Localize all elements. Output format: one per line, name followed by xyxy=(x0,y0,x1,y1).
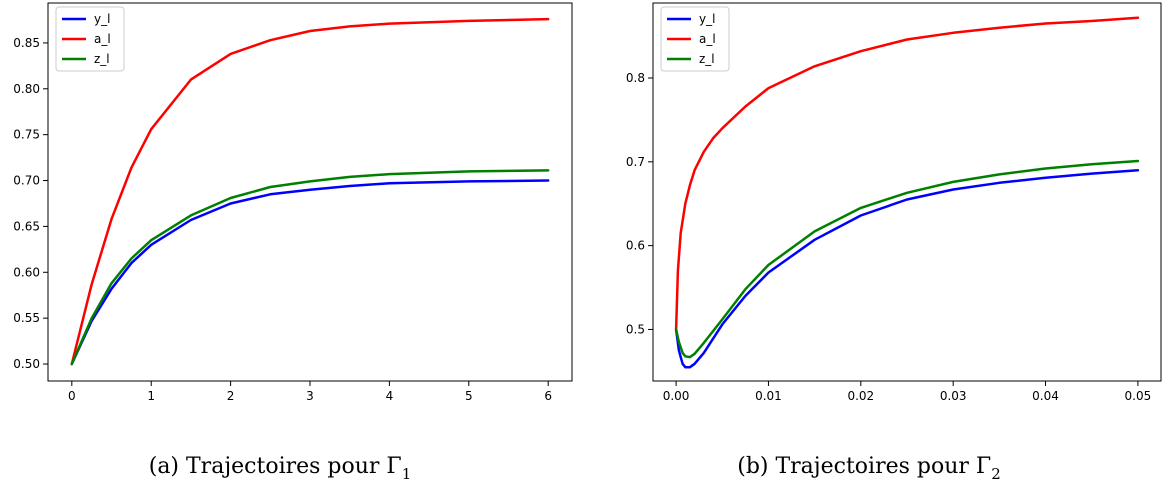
x-tick-label-a: 4 xyxy=(386,389,394,403)
series-line-a-l-b xyxy=(674,16,1140,331)
legend-label-y-l-b: y_l xyxy=(699,12,715,26)
legend-b: y_l a_l z_l xyxy=(660,6,730,72)
legend-label-y-l-a: y_l xyxy=(94,12,110,26)
caption-b-text: (b) Trajectoires pour Γ xyxy=(737,454,991,479)
series-line-z-l-a xyxy=(70,169,550,366)
x-tick-label-b: 0.00 xyxy=(663,389,690,403)
y-tick-label-b: 0.8 xyxy=(626,71,645,85)
series-line-y-l-b xyxy=(674,168,1140,369)
plot-frame-a xyxy=(47,2,573,382)
x-tick-label-a: 2 xyxy=(227,389,235,403)
x-tick-label-a: 6 xyxy=(544,389,552,403)
legend-label-z-l-b: z_l xyxy=(699,52,715,66)
y-tick-label-b: 0.7 xyxy=(626,155,645,169)
caption-a-text: (a) Trajectoires pour Γ xyxy=(149,454,402,479)
x-tick-label-a: 1 xyxy=(147,389,155,403)
y-tick-label-a: 0.85 xyxy=(13,36,40,50)
y-tick-label-a: 0.80 xyxy=(13,82,40,96)
y-tick-label-a: 0.75 xyxy=(13,128,40,142)
caption-b: (b) Trajectoires pour Γ2 xyxy=(737,454,1000,483)
y-tick-label-a: 0.55 xyxy=(13,311,40,325)
caption-b-subscript: 2 xyxy=(991,465,1001,483)
legend-label-z-l-a: z_l xyxy=(94,52,110,66)
legend-a: y_l a_l z_l xyxy=(55,6,125,72)
y-tick-label-a: 0.50 xyxy=(13,357,40,371)
x-tick-label-b: 0.01 xyxy=(755,389,782,403)
legend-label-a-l-a: a_l xyxy=(94,32,111,46)
chart-a: 0 1 2 3 4 5 6 0.50 0.55 0.60 0.65 0.70 0.75 0.80 0.85 y… xyxy=(13,2,573,403)
legend-box-b xyxy=(660,6,730,72)
y-tick-label-a: 0.70 xyxy=(13,174,40,188)
x-tick-label-b: 0.02 xyxy=(847,389,874,403)
x-tick-label-b: 0.03 xyxy=(940,389,967,403)
caption-a: (a) Trajectoires pour Γ1 xyxy=(149,454,412,483)
x-tick-label-b: 0.05 xyxy=(1125,389,1152,403)
caption-a-subscript: 1 xyxy=(402,465,412,483)
x-tick-label-a: 0 xyxy=(68,389,76,403)
y-tick-label-a: 0.65 xyxy=(13,219,40,233)
x-tick-label-b: 0.04 xyxy=(1032,389,1059,403)
y-tick-label-b: 0.5 xyxy=(626,322,645,336)
chart-b: 0.00 0.01 0.02 0.03 0.04 0.05 0.5 0.6 0.7 0.8 y_la… xyxy=(626,2,1162,403)
series-line-y-l-a xyxy=(70,179,550,366)
y-tick-label-a: 0.60 xyxy=(13,265,40,279)
plot-frame-b xyxy=(652,2,1162,382)
legend-box-a xyxy=(55,6,125,72)
x-tick-label-a: 5 xyxy=(465,389,473,403)
series-line-z-l-b xyxy=(674,159,1140,359)
series-line-a-l-a xyxy=(70,17,550,366)
x-tick-label-a: 3 xyxy=(306,389,314,403)
y-tick-label-b: 0.6 xyxy=(626,239,645,253)
legend-label-a-l-b: a_l xyxy=(699,32,716,46)
